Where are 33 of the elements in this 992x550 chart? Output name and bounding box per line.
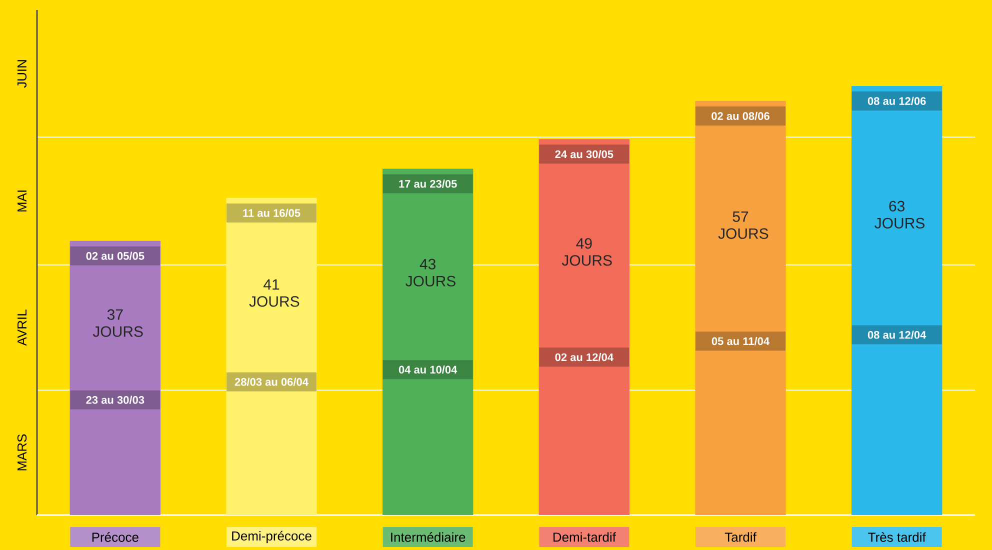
annotation: 08 au 12/04 <box>868 330 926 339</box>
annotation: 63 JOURS <box>874 200 924 228</box>
annotation: 49 JOURS <box>562 238 612 266</box>
annotation: 23 au 30/03 <box>86 396 144 404</box>
x-tick-label: Précoce <box>92 532 138 542</box>
bar <box>226 198 317 515</box>
annotation: 04 au 10/04 <box>398 365 458 374</box>
bar <box>852 86 942 515</box>
text: MAI <box>18 190 26 212</box>
bar <box>382 168 474 515</box>
x-tick-label: Tardif <box>724 532 756 542</box>
annotation: 02 au 08/06 <box>712 112 770 120</box>
annotation: 17 au 23/05 <box>399 180 457 188</box>
bar <box>538 139 630 515</box>
annotation: 02 au 05/05 <box>86 252 144 260</box>
bar <box>695 100 786 515</box>
annotation: 37 JOURS <box>92 309 143 337</box>
x-tick-label: Demi-tardif <box>553 532 616 542</box>
text: MARS <box>17 434 27 470</box>
text: JUIN <box>17 60 27 88</box>
annotation: 41 JOURS <box>249 279 300 307</box>
annotation: 02 au 12/04 <box>555 353 614 362</box>
annotation: 05 au 11/04 <box>712 337 770 346</box>
x-tick-label: Très tardif <box>868 532 926 542</box>
annotation: 28/03 au 06/04 <box>234 378 308 386</box>
annotation: 11 au 16/05 <box>243 208 300 218</box>
annotation: 43 JOURS <box>406 258 456 286</box>
x-tick-label: Demi-précoce <box>232 530 312 544</box>
x-tick-label: Intermédiaire <box>391 532 466 542</box>
text: AVRIL <box>18 310 26 346</box>
annotation: 08 au 12/06 <box>868 96 926 106</box>
annotation: 57 JOURS <box>718 211 768 239</box>
annotation: 24 au 30/05 <box>555 150 614 158</box>
